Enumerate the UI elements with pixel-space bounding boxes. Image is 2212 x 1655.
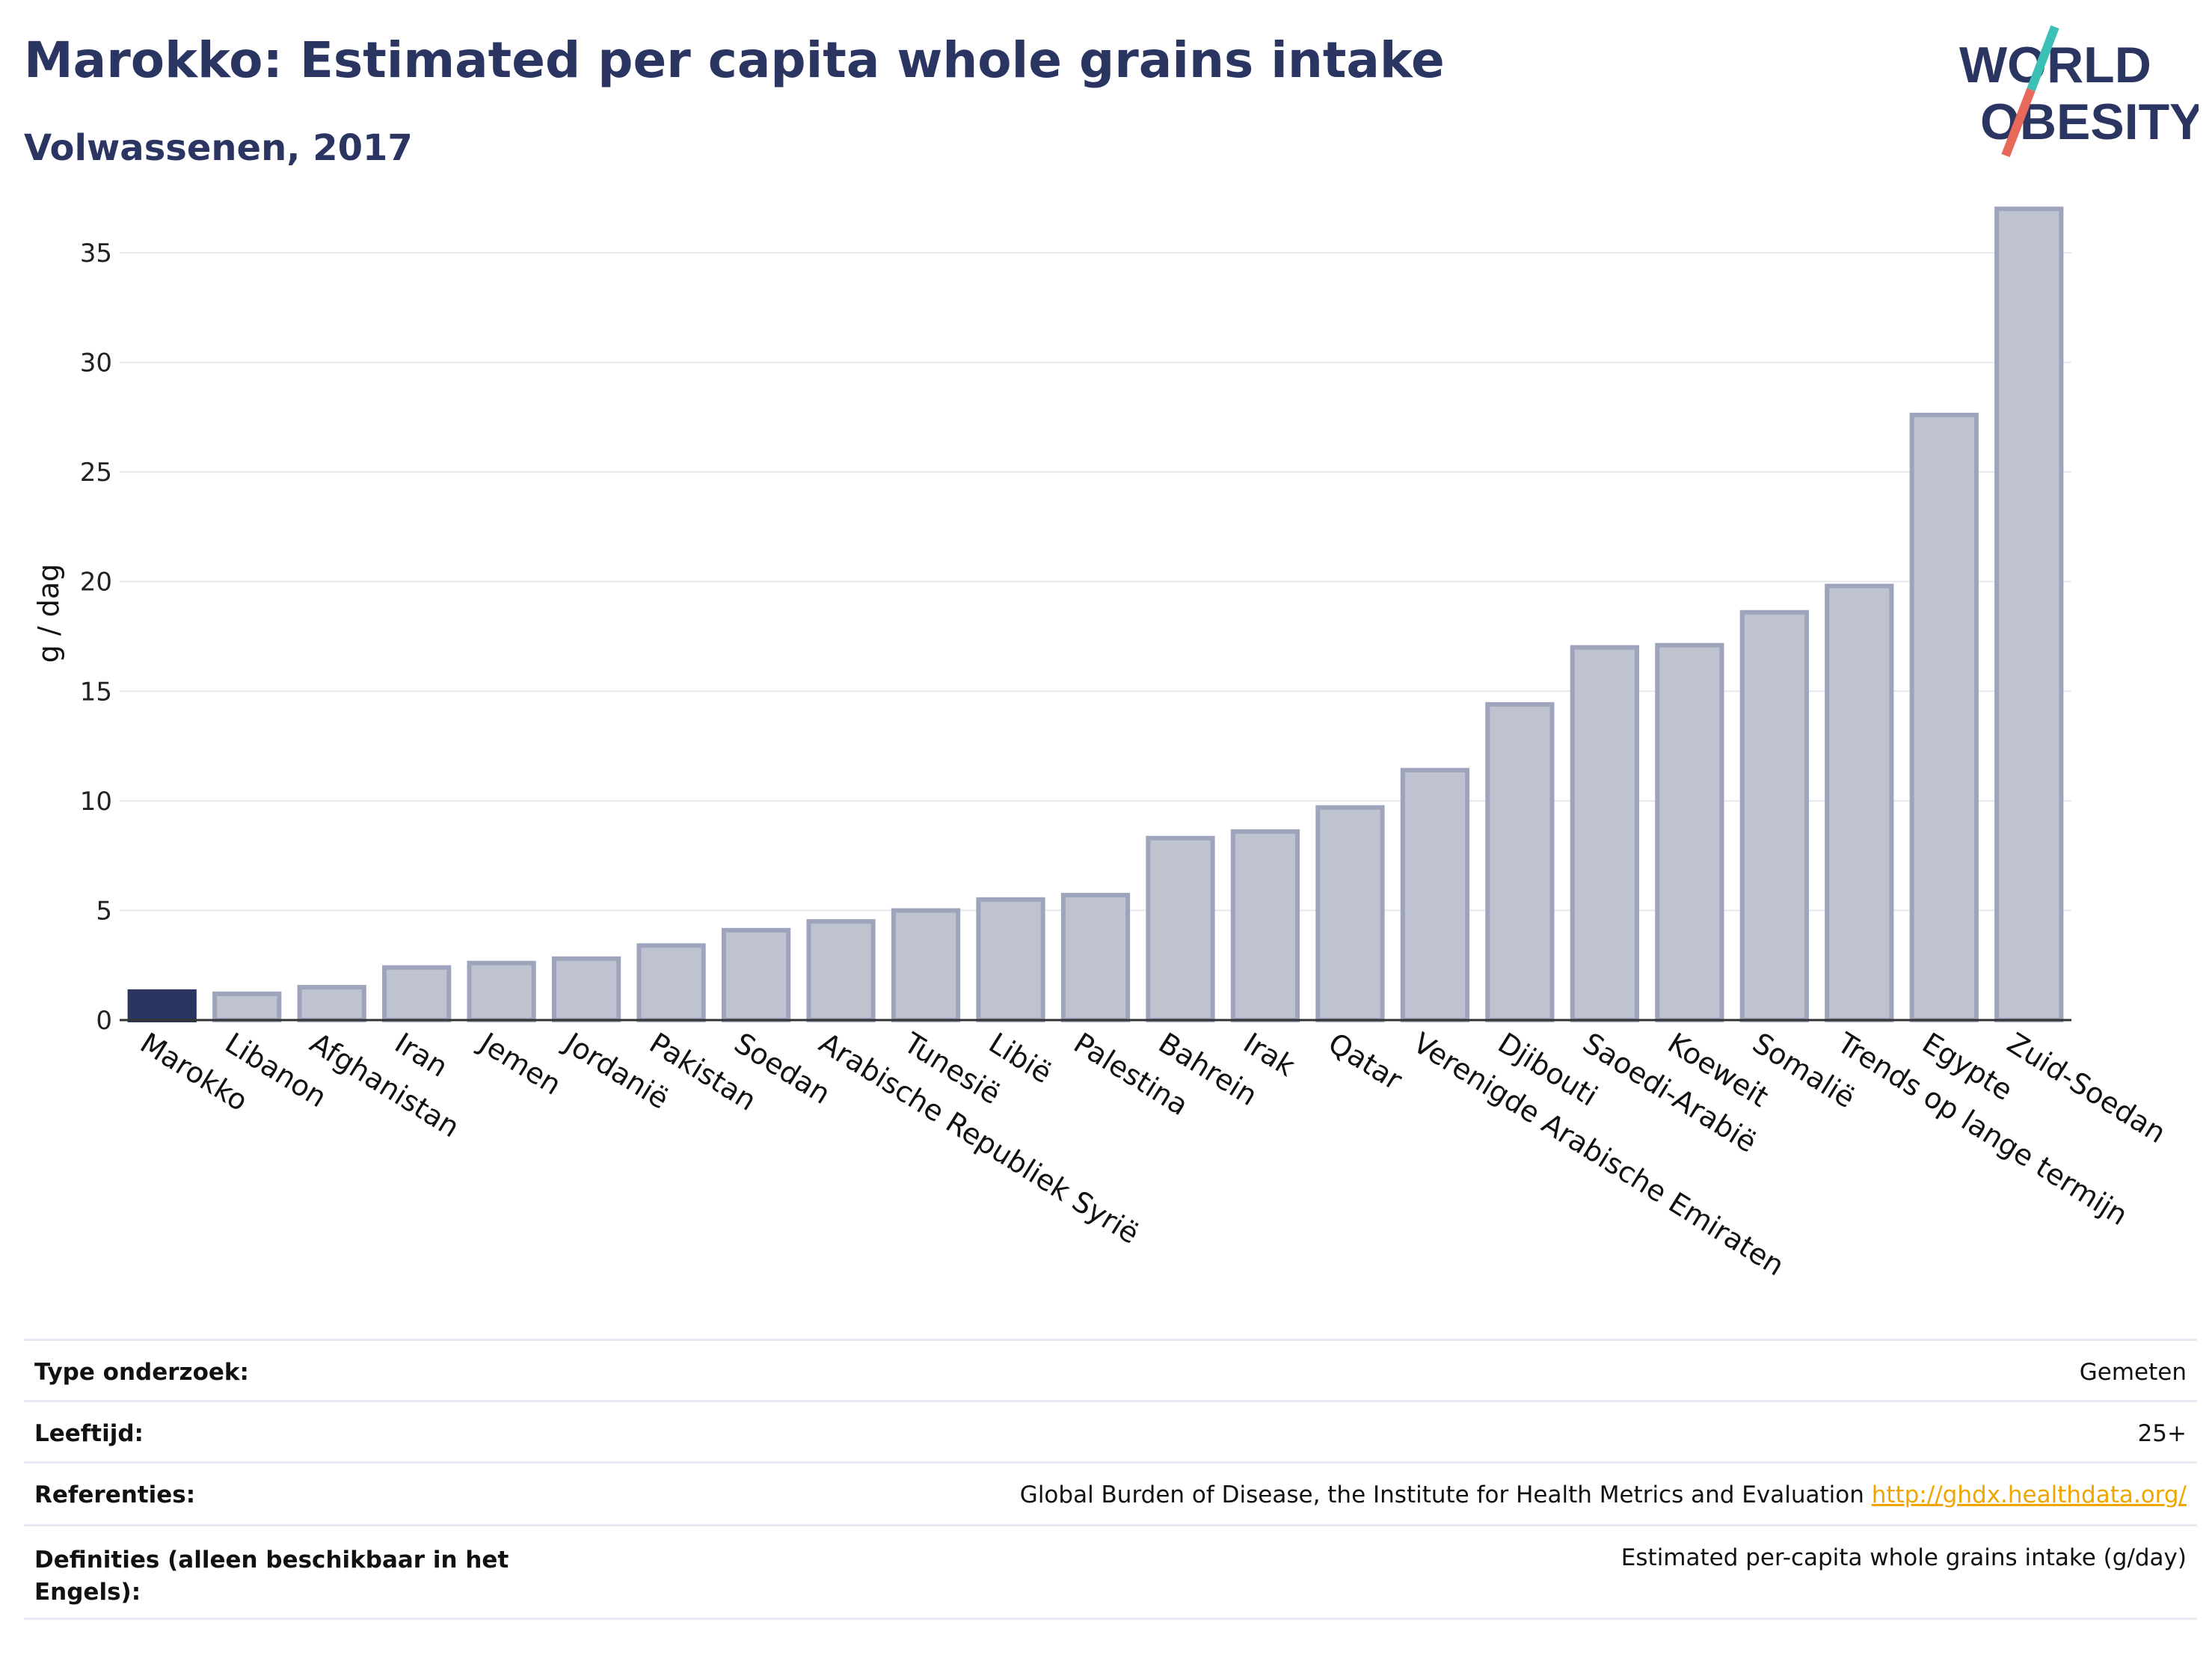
- bar: [1739, 610, 1809, 1022]
- y-tick-label: 25: [80, 458, 112, 488]
- info-value: 25+: [2137, 1420, 2187, 1447]
- x-tick-label: Jemen: [473, 1025, 567, 1101]
- bar: [212, 991, 282, 1022]
- bar: [1146, 835, 1215, 1023]
- x-tick-label: Zuid-Soedan: [2001, 1026, 2171, 1149]
- info-label: Leeftijd:: [34, 1420, 144, 1447]
- bar: [1230, 829, 1300, 1022]
- info-row-definitions: Definities (alleen beschikbaar in het En…: [24, 1524, 2197, 1620]
- bar: [1485, 701, 1555, 1023]
- y-axis-label: g / dag: [32, 564, 65, 663]
- bar: [1994, 206, 2064, 1022]
- bar: [1400, 767, 1470, 1023]
- info-row-type: Type onderzoek: Gemeten: [24, 1339, 2197, 1400]
- info-label: Referenties:: [34, 1481, 196, 1508]
- bar-chart: 0 5 10 15 20 25 30 35 MarokkoLibanonAfghanistan…: [32, 206, 2172, 1283]
- y-tick-label: 0: [96, 1006, 112, 1036]
- y-tick-label: 10: [80, 787, 112, 817]
- bar: [382, 965, 452, 1022]
- bar: [467, 960, 536, 1022]
- y-tick-label: 5: [96, 896, 112, 926]
- y-tick-labels: 0 5 10 15 20 25 30 35: [80, 239, 112, 1036]
- info-label: Type onderzoek:: [34, 1359, 249, 1386]
- logo-slash-teal: [2027, 25, 2059, 92]
- bar: [1060, 892, 1131, 1023]
- y-tick-label: 30: [80, 348, 112, 378]
- logo-line1: WORLD: [1959, 37, 2151, 93]
- bar: [1825, 583, 1894, 1022]
- y-tick-label: 20: [80, 568, 112, 598]
- chart-subtitle: Volwassenen, 2017: [24, 127, 413, 169]
- bar: [1570, 645, 1639, 1022]
- bar: [721, 927, 791, 1023]
- info-row-references: Referenties: Global Burden of Disease, t…: [24, 1461, 2197, 1524]
- logo-slash-red: [2001, 87, 2036, 158]
- bar: [552, 956, 621, 1022]
- info-value: Global Burden of Disease, the Institute …: [1019, 1481, 1864, 1508]
- bar: [1315, 805, 1385, 1022]
- bar: [297, 985, 366, 1023]
- bar: [806, 919, 876, 1023]
- bar: [976, 897, 1045, 1023]
- bar: [127, 989, 197, 1023]
- reference-link[interactable]: http://ghdx.healthdata.org/: [1871, 1481, 2187, 1508]
- bar: [891, 908, 961, 1022]
- x-tick-label: Qatar: [1323, 1026, 1408, 1096]
- chart-title: Marokko: Estimated per capita whole grai…: [24, 31, 1445, 89]
- y-tick-label: 35: [80, 239, 112, 268]
- info-table: Type onderzoek: Gemeten Leeftijd: 25+ Re…: [24, 1339, 2197, 1620]
- info-value: Estimated per-capita whole grains intake…: [1620, 1544, 2187, 1571]
- bar: [1909, 412, 1979, 1022]
- bar: [1655, 642, 1724, 1022]
- bars: [127, 206, 2064, 1023]
- bar: [636, 943, 706, 1022]
- info-label: Definities (alleen beschikbaar in het En…: [34, 1547, 509, 1606]
- info-value: Gemeten: [2079, 1359, 2187, 1386]
- info-row-age: Leeftijd: 25+: [24, 1400, 2197, 1461]
- world-obesity-logo: WORLD OBESITY: [1959, 25, 2199, 158]
- y-tick-label: 15: [80, 677, 112, 707]
